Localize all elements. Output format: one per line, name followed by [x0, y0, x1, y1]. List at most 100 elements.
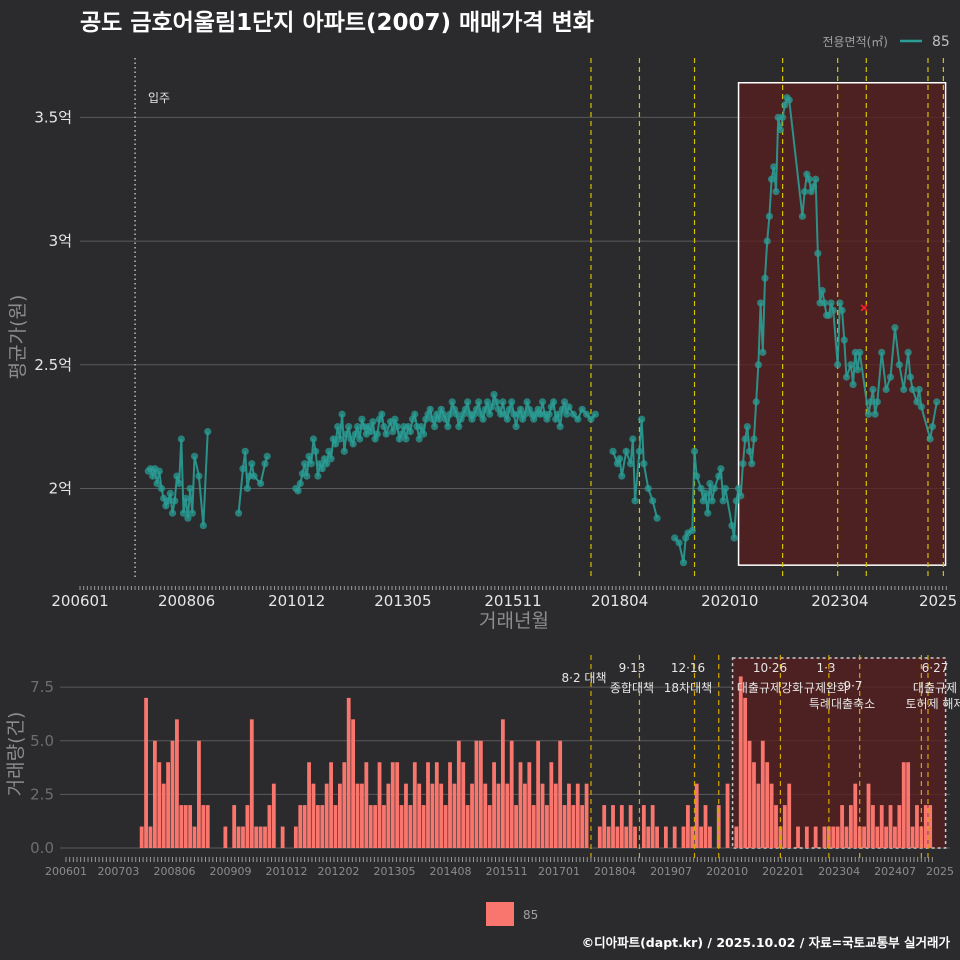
price-point: [389, 427, 397, 436]
bottom-policy-lines: [590, 655, 929, 858]
price-point: [818, 286, 826, 295]
price-point: [867, 398, 875, 406]
price-point: [356, 435, 364, 443]
volume-bar: [725, 783, 730, 848]
price-point: [926, 435, 934, 443]
price-point: [179, 509, 188, 517]
volume-bar: [399, 805, 404, 848]
price-point: [721, 484, 729, 493]
volume-bar: [443, 805, 448, 848]
volume-bar: [879, 805, 884, 848]
price-series: [144, 93, 941, 567]
volume-bar: [395, 762, 400, 848]
volume-bar: [545, 805, 549, 848]
volume-bar: [478, 740, 483, 848]
annotation-move-in: 입주: [148, 91, 170, 105]
volume-bar: [514, 805, 519, 848]
price-point: [419, 430, 428, 438]
volume-bar: [320, 805, 325, 848]
price-point: [640, 460, 648, 468]
volume-bar: [434, 762, 439, 848]
volume-bar: [866, 783, 871, 848]
volume-bar: [685, 805, 690, 848]
policy-annotation: 12·16: [671, 661, 705, 675]
price-point: [770, 163, 778, 171]
price-point: [578, 405, 586, 413]
bottom-xtick-label: 202201: [762, 865, 804, 878]
volume-bar: [804, 826, 809, 848]
policy-annotation: 특례대출축소: [809, 697, 875, 711]
price-point: [411, 410, 419, 418]
price-point: [741, 435, 749, 443]
price-point: [393, 423, 401, 431]
volume-bar: [139, 826, 144, 848]
marker-cross: [860, 304, 868, 312]
volume-bar: [245, 805, 250, 848]
price-point: [301, 460, 309, 468]
price-point: [173, 472, 181, 480]
volume-bar: [382, 805, 386, 848]
price-point: [798, 212, 807, 220]
price-point: [378, 410, 386, 418]
volume-bar: [527, 762, 532, 848]
top-xtick-label: 200806: [158, 592, 215, 610]
top-xtick-label: 201511: [484, 592, 541, 610]
volume-bar: [540, 783, 545, 848]
price-point: [759, 348, 767, 356]
price-point: [629, 435, 637, 443]
volume-bar: [549, 762, 554, 848]
volume-bar: [681, 826, 686, 848]
price-point: [340, 447, 348, 455]
volume-bar: [293, 826, 298, 848]
price-point: [248, 460, 256, 468]
bottom-xtick-label: 202304: [818, 865, 860, 878]
price-point: [402, 435, 410, 443]
price-point: [869, 385, 877, 394]
policy-annotation: 1·3: [816, 661, 835, 675]
price-point: [325, 447, 333, 455]
volume-bar: [893, 826, 897, 848]
price-point: [732, 497, 740, 505]
volume-bar: [183, 805, 188, 848]
price-point: [582, 410, 591, 418]
volume-bar: [157, 762, 162, 848]
price-point: [587, 415, 595, 423]
volume-bar: [708, 826, 712, 848]
top-ytick-label: 2.5억: [34, 356, 72, 374]
volume-bar: [624, 826, 629, 848]
bottom-xtick-label: 201804: [594, 865, 636, 878]
volume-bar: [871, 805, 875, 848]
volume-bar: [848, 805, 853, 848]
price-point: [917, 403, 925, 411]
volume-bar: [188, 805, 193, 848]
price-point: [649, 497, 657, 505]
price-point: [155, 467, 163, 475]
price-point: [690, 447, 699, 455]
price-point: [829, 306, 837, 314]
volume-bar: [928, 805, 933, 848]
volume-bar: [223, 826, 228, 848]
volume-bar: [619, 805, 624, 848]
price-point: [853, 366, 862, 374]
volume-bar: [787, 783, 792, 848]
volume-bar: [492, 762, 496, 848]
price-point: [748, 460, 756, 468]
price-point: [199, 521, 207, 530]
volume-bar: [752, 762, 756, 848]
bottom-xtick-label: 2025: [926, 865, 954, 878]
price-point: [847, 361, 855, 369]
top-xtick-label: 201012: [268, 592, 325, 610]
volume-bar: [567, 783, 571, 848]
price-point: [827, 299, 835, 307]
volume-bar: [263, 826, 267, 848]
volume-bar: [232, 805, 237, 848]
price-point: [373, 430, 381, 438]
volume-bar: [337, 783, 342, 848]
price-point: [428, 415, 437, 423]
price-point: [521, 410, 529, 418]
policy-annotation: 18차대책: [664, 680, 712, 695]
volume-bar: [302, 805, 307, 848]
price-point: [307, 460, 315, 468]
price-point: [772, 187, 780, 196]
price-point: [750, 435, 758, 443]
